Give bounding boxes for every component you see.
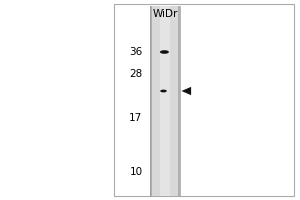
Text: 36: 36: [129, 47, 142, 57]
Bar: [150, 6, 180, 196]
Text: WiDr: WiDr: [152, 9, 178, 19]
Ellipse shape: [160, 50, 169, 54]
Bar: [150, 6, 152, 196]
Text: 28: 28: [129, 69, 142, 79]
Bar: [178, 6, 180, 196]
Bar: [114, 4, 294, 196]
Bar: [160, 6, 170, 196]
Polygon shape: [182, 87, 191, 95]
Ellipse shape: [160, 90, 167, 92]
Text: 17: 17: [129, 113, 142, 123]
Text: 10: 10: [129, 167, 142, 177]
